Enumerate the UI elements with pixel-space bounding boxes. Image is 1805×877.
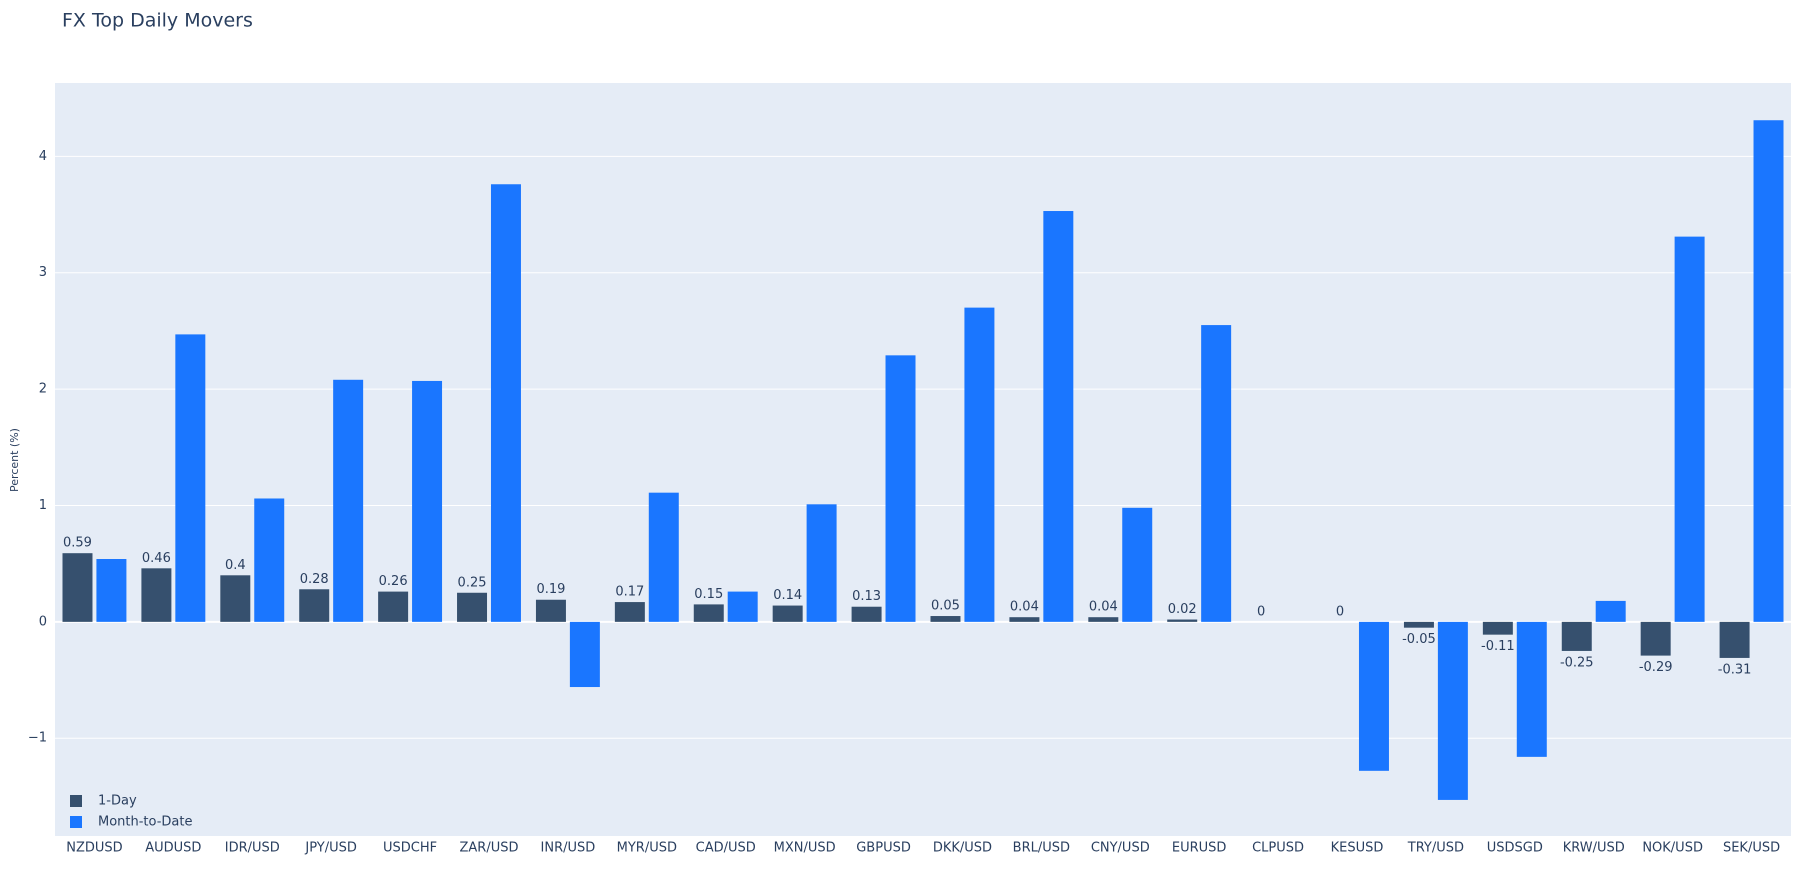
legend-label: 1-Day [98,794,137,809]
bar [1753,120,1784,622]
value-label: 0.25 [458,575,487,590]
value-label: 0.28 [300,572,329,587]
y-tick-label: 0 [39,614,47,629]
bar [1595,600,1626,622]
bar [1403,621,1434,628]
value-label: 0 [1336,604,1344,619]
y-tick-label: 3 [39,265,47,280]
bar [378,591,409,622]
bar [220,575,251,622]
bar [1674,236,1705,622]
x-tick-label: INR/USD [541,841,596,856]
bar [569,621,600,688]
bar [851,606,882,622]
bar [1437,621,1468,800]
x-tick-label: KESUSD [1331,841,1384,856]
x-tick-label: USDCHF [383,841,437,856]
x-tick-label: AUDUSD [145,841,201,856]
bar [964,307,995,622]
value-label: 0.02 [1168,602,1197,617]
x-tick-label: ZAR/USD [460,841,519,856]
y-axis-label: Percent (%) [8,428,21,492]
bar [535,599,566,622]
bar [1640,621,1671,656]
value-label: 0 [1257,604,1265,619]
y-tick-label: 4 [39,149,47,164]
bar [1009,617,1040,622]
legend-swatch [70,816,82,828]
x-tick-label: BRL/USD [1013,841,1070,856]
legend-label: Month-to-Date [98,815,193,830]
value-label: -0.29 [1639,660,1673,675]
bar [1358,621,1389,771]
value-label: 0.26 [379,574,408,589]
bar [1482,621,1513,635]
x-tick-label: IDR/USD [225,841,280,856]
x-tick-label: MYR/USD [617,841,677,856]
value-label: 0.04 [1010,600,1039,615]
value-label: 0.4 [225,558,246,573]
value-label: 0.13 [852,589,881,604]
value-label: -0.11 [1481,639,1515,654]
x-tick-label: CLPUSD [1252,841,1304,856]
bar [1122,507,1153,622]
value-label: 0.17 [615,585,644,600]
legend-swatch [70,795,82,807]
value-label: 0.59 [63,536,92,551]
x-tick-label: CNY/USD [1091,841,1150,856]
x-tick-label: DKK/USD [933,841,992,856]
bar [1719,621,1750,658]
bar [648,492,679,622]
bar [1167,619,1198,622]
value-label: 0.05 [931,599,960,614]
x-tick-label: CAD/USD [696,841,756,856]
bar [614,602,645,622]
bar [885,355,916,622]
x-tick-label: USDSGD [1487,841,1543,856]
value-label: 0.46 [142,551,171,566]
bar [1043,211,1074,622]
bar [333,379,364,622]
bar [1561,621,1592,651]
bar [141,568,172,622]
y-tick-label: 2 [39,382,47,397]
x-tick-label: MXN/USD [774,841,836,856]
x-tick-label: NZDUSD [66,841,122,856]
value-label: -0.31 [1718,662,1752,677]
bar [96,559,127,622]
bar [772,605,803,622]
bar [457,592,488,622]
x-tick-label: SEK/USD [1723,841,1780,856]
value-label: 0.15 [694,587,723,602]
x-tick-label: EURUSD [1172,841,1227,856]
bar [299,589,330,622]
value-label: 0.19 [536,582,565,597]
x-tick-label: GBPUSD [856,841,911,856]
bar [1201,325,1232,622]
y-tick-label: 1 [39,498,47,513]
value-label: 0.04 [1089,600,1118,615]
bar [727,591,758,622]
x-tick-label: JPY/USD [304,841,357,856]
bar [62,553,93,622]
x-tick-label: NOK/USD [1642,841,1703,856]
bar [254,498,285,622]
bar [693,604,724,622]
bar [412,380,443,622]
bar [1516,621,1547,757]
value-label: 0.14 [773,588,802,603]
x-tick-label: TRY/USD [1407,841,1464,856]
bar [806,504,837,622]
bar [490,184,521,622]
bar [175,334,206,622]
bar [1088,617,1119,622]
bar [930,616,961,622]
value-label: -0.05 [1402,632,1436,647]
y-tick-label: −1 [28,731,47,746]
x-tick-label: KRW/USD [1563,841,1625,856]
chart-title: FX Top Daily Movers [62,10,253,32]
value-label: -0.25 [1560,655,1594,670]
